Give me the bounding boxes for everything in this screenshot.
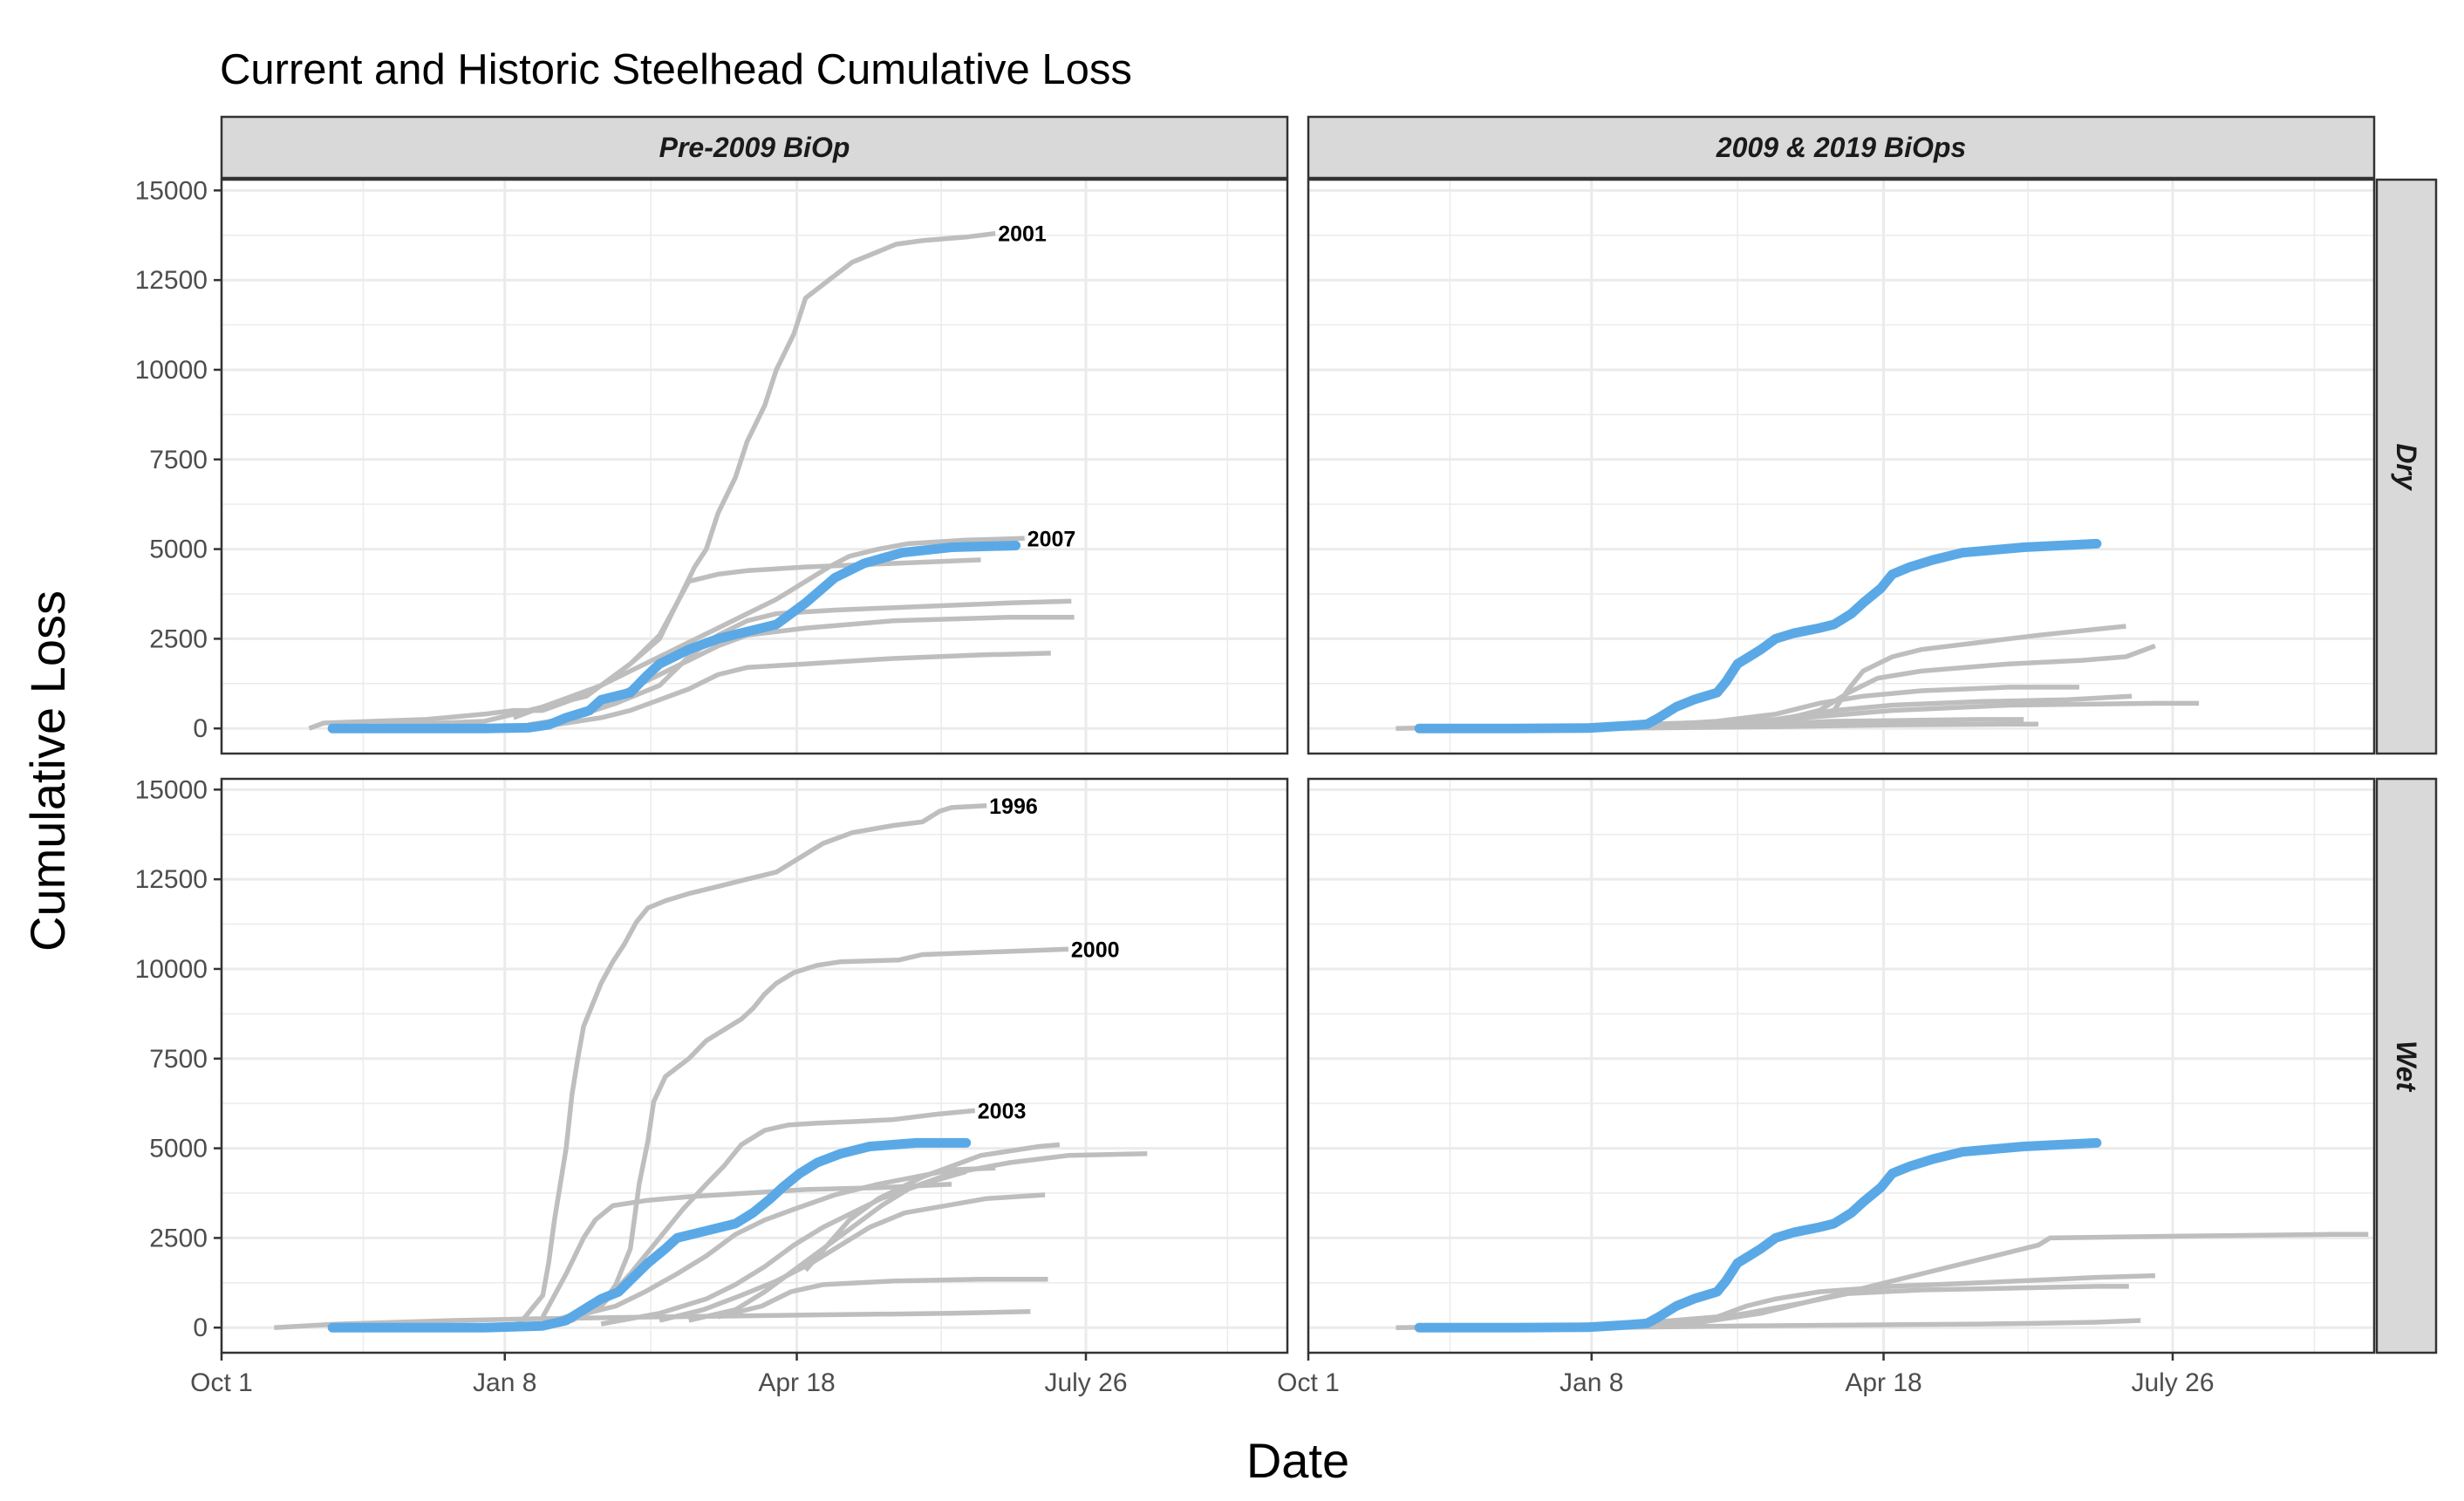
historic-series-line (540, 1181, 952, 1319)
column-strip-2009-2019-biops (1307, 115, 2376, 180)
y-tick-label: 0 (193, 1313, 208, 1342)
y-tick-label: 15000 (135, 176, 208, 205)
year-label-1996: 1996 (989, 795, 1038, 819)
historic-series-line (717, 1276, 1048, 1320)
historic-series-line (1541, 1284, 2129, 1330)
historic-series-line (1600, 1318, 2141, 1330)
historic-series-line (571, 1165, 996, 1320)
historic-series-line (512, 557, 981, 720)
y-tick-label: 12500 (135, 266, 208, 295)
panel-pre-2009-biop-wet: 1996 2000 2003 0 2500 5000 7500 10000 12500 15000… (135, 775, 1289, 1397)
row-strip-label: Dry (2391, 443, 2422, 492)
panel-pre-2009-biop-dry: 2001 2007 0 2500 5000 7500 10000 12500 15000 (135, 176, 1289, 755)
panel-pre-2009-biop-wet-background (222, 779, 1287, 1353)
x-axis-title: Date (1246, 1433, 1349, 1488)
panel-2009-2019-biops-dry (1307, 178, 2376, 755)
current-series-line (1414, 1137, 2102, 1333)
row-strip-wet (2375, 777, 2438, 1354)
x-tick-label: Oct 1 (1277, 1368, 1340, 1397)
panel-pre-2009-biop-dry-background (222, 180, 1287, 754)
y-tick-label: 12500 (135, 865, 208, 894)
panel-2009-2019-biops-wet: Oct 1 Jan 8 Apr 18 July 26 (1277, 777, 2376, 1397)
historic-series-line (1483, 1272, 2155, 1330)
year-label-2000: 2000 (1071, 938, 1120, 962)
historic-series-line (513, 946, 1069, 1330)
x-tick-label: Jan 8 (1560, 1368, 1623, 1397)
historic-series-line (600, 1169, 967, 1327)
x-tick-label: Jan 8 (473, 1368, 536, 1397)
x-tick-label: July 26 (1044, 1368, 1127, 1397)
panel-2009-2019-biops-wet-border (1307, 777, 2376, 1354)
historic-series-line (528, 598, 1072, 727)
y-tick-label: 5000 (149, 1135, 208, 1163)
x-tick-label: Oct 1 (190, 1368, 253, 1397)
year-label-2003: 2003 (978, 1099, 1027, 1123)
y-tick-label: 2500 (149, 1224, 208, 1252)
y-tick-label: 10000 (135, 356, 208, 385)
historic-series-line (338, 536, 1025, 731)
historic-series-line (542, 1108, 976, 1327)
column-strip-label: 2009 & 2019 BiOps (1716, 132, 1966, 163)
panel-2009-2019-biops-wet-background (1308, 779, 2374, 1353)
y-tick-label: 15000 (135, 775, 208, 804)
current-series-line (327, 1137, 972, 1333)
panel-pre-2009-biop-dry-border (220, 178, 1289, 755)
y-tick-label: 7500 (149, 1045, 208, 1074)
row-strip-label: Wet (2391, 1040, 2422, 1092)
year-label-2001: 2001 (998, 222, 1047, 247)
panel-2009-2019-biops-dry-border (1307, 178, 2376, 755)
column-strip-label: Pre-2009 BiOp (659, 132, 850, 163)
y-tick-label: 7500 (149, 446, 208, 474)
historic-series-line (511, 803, 987, 1330)
x-tick-label: Apr 18 (758, 1368, 835, 1397)
column-strip-pre-2009-biop (220, 115, 1289, 180)
row-strip-dry (2375, 178, 2438, 755)
y-tick-label: 0 (193, 714, 208, 743)
year-label-2007: 2007 (1027, 527, 1076, 551)
panel-pre-2009-biop-wet-border (220, 777, 1289, 1354)
panel-2009-2019-biops-dry-background (1308, 180, 2374, 754)
x-tick-label: July 26 (2131, 1368, 2214, 1397)
current-series-line (327, 541, 1021, 733)
historic-series-line (688, 1151, 1148, 1323)
y-axis-title: Cumulative Loss (20, 590, 75, 952)
y-tick-label: 5000 (149, 536, 208, 564)
current-series-line (1414, 538, 2102, 733)
x-tick-label: Apr 18 (1845, 1368, 1921, 1397)
chart-title: Current and Historic Steelhead Cumulativ… (220, 46, 1132, 93)
historic-series-line (542, 651, 1051, 729)
historic-series-line (659, 1192, 1046, 1323)
historic-series-line (1600, 721, 2038, 731)
y-tick-label: 10000 (135, 955, 208, 984)
historic-series-line (803, 1142, 1061, 1272)
y-tick-label: 2500 (149, 624, 208, 653)
